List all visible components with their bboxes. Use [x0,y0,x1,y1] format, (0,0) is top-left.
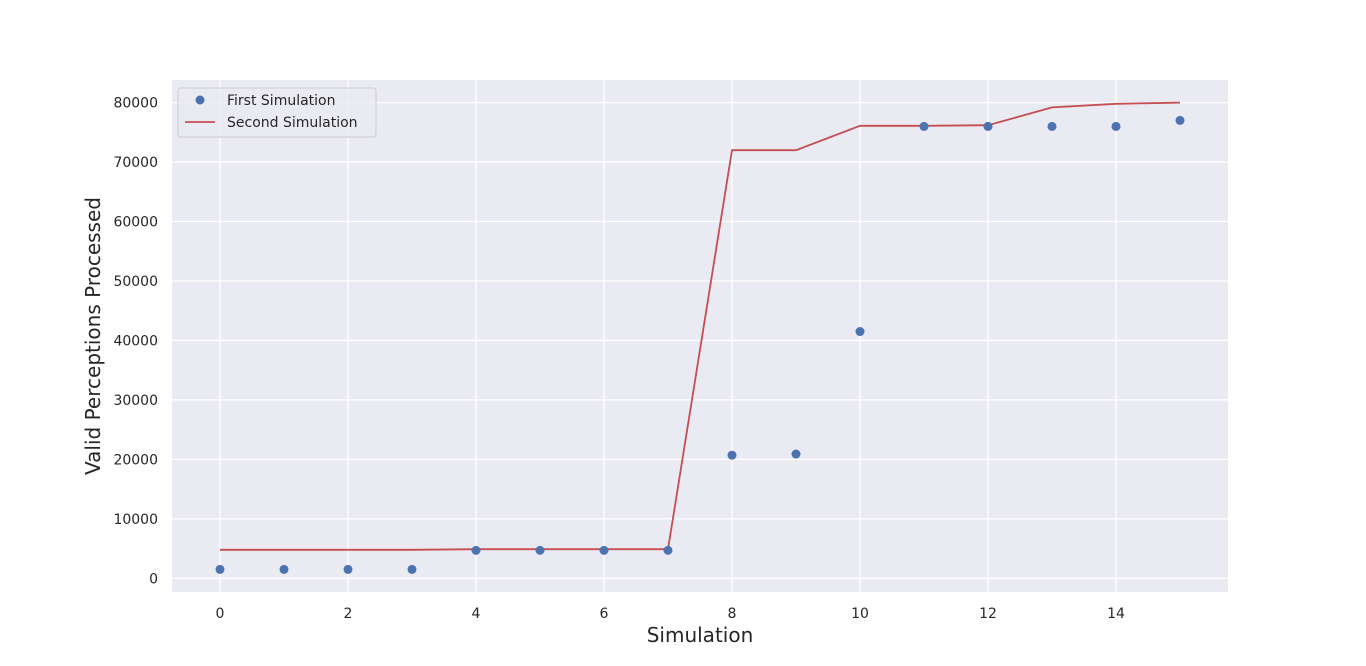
series-layer [215,101,1185,574]
y-tick-label: 80000 [113,96,158,112]
data-point-first-simulation [279,564,289,574]
y-tick-label: 0 [149,571,158,587]
x-tick-label: 2 [344,606,353,622]
x-tick-label: 14 [1107,606,1125,622]
legend: First Simulation Second Simulation [177,87,377,138]
data-point-first-simulation [471,545,481,555]
x-tick-label: 4 [472,606,481,622]
x-axis-title: Simulation [647,623,754,647]
x-tick-label: 0 [216,606,225,622]
data-point-first-simulation [535,545,545,555]
x-tick-label: 12 [979,606,997,622]
x-tick-label: 10 [851,606,869,622]
y-tick-label: 10000 [113,512,158,528]
legend-marker-first-simulation [195,95,205,105]
data-point-first-simulation [919,121,929,131]
data-point-first-simulation [855,327,865,337]
data-point-first-simulation [599,545,609,555]
data-point-first-simulation [343,564,353,574]
legend-label-second-simulation: Second Simulation [227,115,358,131]
y-axis-title: Valid Perceptions Processed [81,197,105,475]
data-point-first-simulation [727,450,737,460]
data-point-first-simulation [1111,121,1121,131]
y-tick-label: 60000 [113,215,158,231]
data-point-first-simulation [1175,115,1185,125]
x-tick-label: 6 [600,606,609,622]
y-tick-label: 40000 [113,333,158,349]
data-point-first-simulation [663,545,673,555]
y-tick-label: 30000 [113,393,158,409]
series-line-second-simulation [220,101,1181,551]
data-point-first-simulation [983,121,993,131]
data-point-first-simulation [407,564,417,574]
data-point-first-simulation [215,564,225,574]
plot-area [172,80,1228,592]
tick-labels: 0 2 4 6 8 10 12 14 0 10000 20000 30000 40000 50000 600… [113,96,1125,622]
legend-label-first-simulation: First Simulation [227,93,336,109]
data-point-first-simulation [791,449,801,459]
legend-box [177,87,377,138]
y-tick-label: 20000 [113,452,158,468]
x-tick-label: 8 [728,606,737,622]
data-point-first-simulation [1047,121,1057,131]
y-tick-label: 50000 [113,274,158,290]
grid [172,80,1228,592]
y-tick-label: 70000 [113,155,158,171]
